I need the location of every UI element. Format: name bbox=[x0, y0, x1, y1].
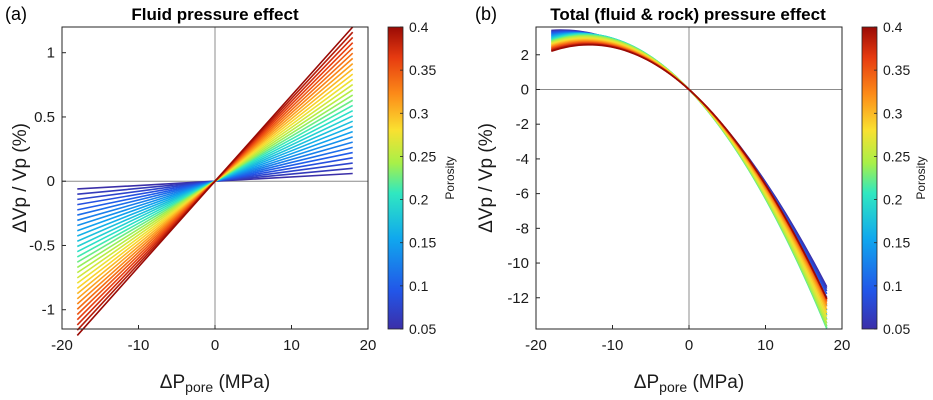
panel-b-colorbar-tick-label: 0.15 bbox=[883, 235, 910, 251]
panel-b-colorbar-ticks: 0.05 0.1 0.15 0.2 0.25 0.3 0.35 0.4 bbox=[874, 19, 910, 337]
panel-b-colorbar-tick-label: 0.05 bbox=[883, 321, 910, 337]
panel-a-colorbar-tick-label: 0.05 bbox=[409, 321, 436, 337]
panel-a-ytick-label: -0.5 bbox=[29, 237, 55, 254]
panel-b-ytick-label: -8 bbox=[516, 220, 529, 237]
panel-a: (a) Fluid pressure effect -20 -10 0 10 20-1-… bbox=[5, 4, 457, 395]
panel-b-ylabel: ΔVp / Vp (%) bbox=[476, 123, 497, 233]
panel-b-colorbar-tick-label: 0.2 bbox=[883, 192, 903, 208]
panel-b-xlabel-sub: pore bbox=[659, 379, 687, 395]
panel-b-colorbar-tick-label: 0.25 bbox=[883, 148, 910, 164]
panel-a-xlabel-sub: pore bbox=[185, 379, 213, 395]
panel-b-label: (b) bbox=[475, 4, 497, 24]
panel-a-title: Fluid pressure effect bbox=[131, 5, 299, 24]
panel-a-colorbar-tick-label: 0.2 bbox=[409, 192, 429, 208]
panel-b-xtick-label: 10 bbox=[757, 337, 774, 354]
panel-b-xlabel-unit: (MPa) bbox=[687, 372, 744, 393]
panel-b-series-line bbox=[551, 43, 828, 299]
panel-a-series-line bbox=[76, 26, 354, 336]
panel-b-xlabel: ΔPpore (MPa) bbox=[634, 372, 744, 395]
panel-b-colorbar bbox=[861, 26, 878, 330]
panel-a-colorbar-tick-label: 0.4 bbox=[409, 19, 429, 35]
panel-a-colorbar-tick-label: 0.35 bbox=[409, 62, 436, 78]
panel-b: (b) Total (fluid & rock) pressure effect… bbox=[475, 4, 928, 395]
panel-b-colorbar-tick-label: 0.4 bbox=[883, 19, 903, 35]
panel-a-colorbar-tick-label: 0.1 bbox=[409, 278, 429, 294]
panel-a-colorbar-tick-label: 0.25 bbox=[409, 148, 436, 164]
panel-b-colorbar-tick-label: 0.35 bbox=[883, 62, 910, 78]
panel-a-xtick-label: 0 bbox=[211, 337, 219, 354]
panel-b-plot-area bbox=[536, 27, 842, 329]
panel-b-ytick-label: -6 bbox=[516, 186, 529, 203]
panel-a-xlabel-main: ΔP bbox=[160, 372, 185, 393]
panel-a-xtick-label: 10 bbox=[283, 337, 300, 354]
panel-b-xtick-label: -20 bbox=[525, 337, 547, 354]
panel-b-ytick-label: -4 bbox=[516, 151, 529, 168]
panel-a-xtick-label: -20 bbox=[51, 337, 73, 354]
panel-b-xtick-label: 0 bbox=[685, 337, 693, 354]
panel-b-colorbar-tick-label: 0.3 bbox=[883, 105, 903, 121]
panel-a-ytick-label: 1 bbox=[47, 45, 55, 62]
panel-a-ytick-label: 0.5 bbox=[34, 109, 55, 126]
panel-b-ticks: -20 -10 0 10 20-12-10-8-6-4-202 bbox=[507, 47, 850, 354]
panel-a-xtick-label: 20 bbox=[360, 337, 377, 354]
panel-b-xtick-label: 20 bbox=[834, 337, 851, 354]
panel-b-ytick-label: 0 bbox=[521, 81, 529, 98]
panel-a-colorbar bbox=[387, 26, 404, 330]
panel-a-xlabel: ΔPpore (MPa) bbox=[160, 372, 270, 395]
panel-a-colorbar-ticks: 0.05 0.1 0.15 0.2 0.25 0.3 0.35 0.4 bbox=[400, 19, 436, 337]
panel-a-plot-area bbox=[62, 26, 368, 336]
panel-a-ytick-label: 0 bbox=[47, 173, 55, 190]
panel-b-xlabel-main: ΔP bbox=[634, 372, 659, 393]
panel-a-ytick-label: -1 bbox=[42, 302, 55, 319]
panel-b-title: Total (fluid & rock) pressure effect bbox=[550, 5, 826, 24]
panel-a-xtick-label: -10 bbox=[128, 337, 150, 354]
panel-b-colorbar-tick-label: 0.1 bbox=[883, 278, 903, 294]
panel-a-ticks: -20 -10 0 10 20 -1 -0.5 0 0.5 1 bbox=[29, 45, 376, 354]
panel-a-xlabel-unit: (MPa) bbox=[213, 372, 270, 393]
panel-a-colorbar-tick-label: 0.3 bbox=[409, 105, 429, 121]
panel-a-ylabel: ΔVp / Vp (%) bbox=[10, 123, 31, 233]
panel-b-ytick-label: 2 bbox=[521, 47, 529, 64]
panel-b-ytick-label: -12 bbox=[507, 290, 529, 307]
panel-a-label: (a) bbox=[5, 4, 27, 24]
panel-b-xtick-label: -10 bbox=[602, 337, 624, 354]
panel-b-ytick-label: -10 bbox=[507, 255, 529, 272]
panel-b-colorbar-label: Porosity bbox=[914, 156, 928, 199]
panel-a-colorbar-tick-label: 0.15 bbox=[409, 235, 436, 251]
panel-a-colorbar-label: Porosity bbox=[443, 156, 457, 199]
panel-b-ytick-label: -2 bbox=[516, 116, 529, 133]
